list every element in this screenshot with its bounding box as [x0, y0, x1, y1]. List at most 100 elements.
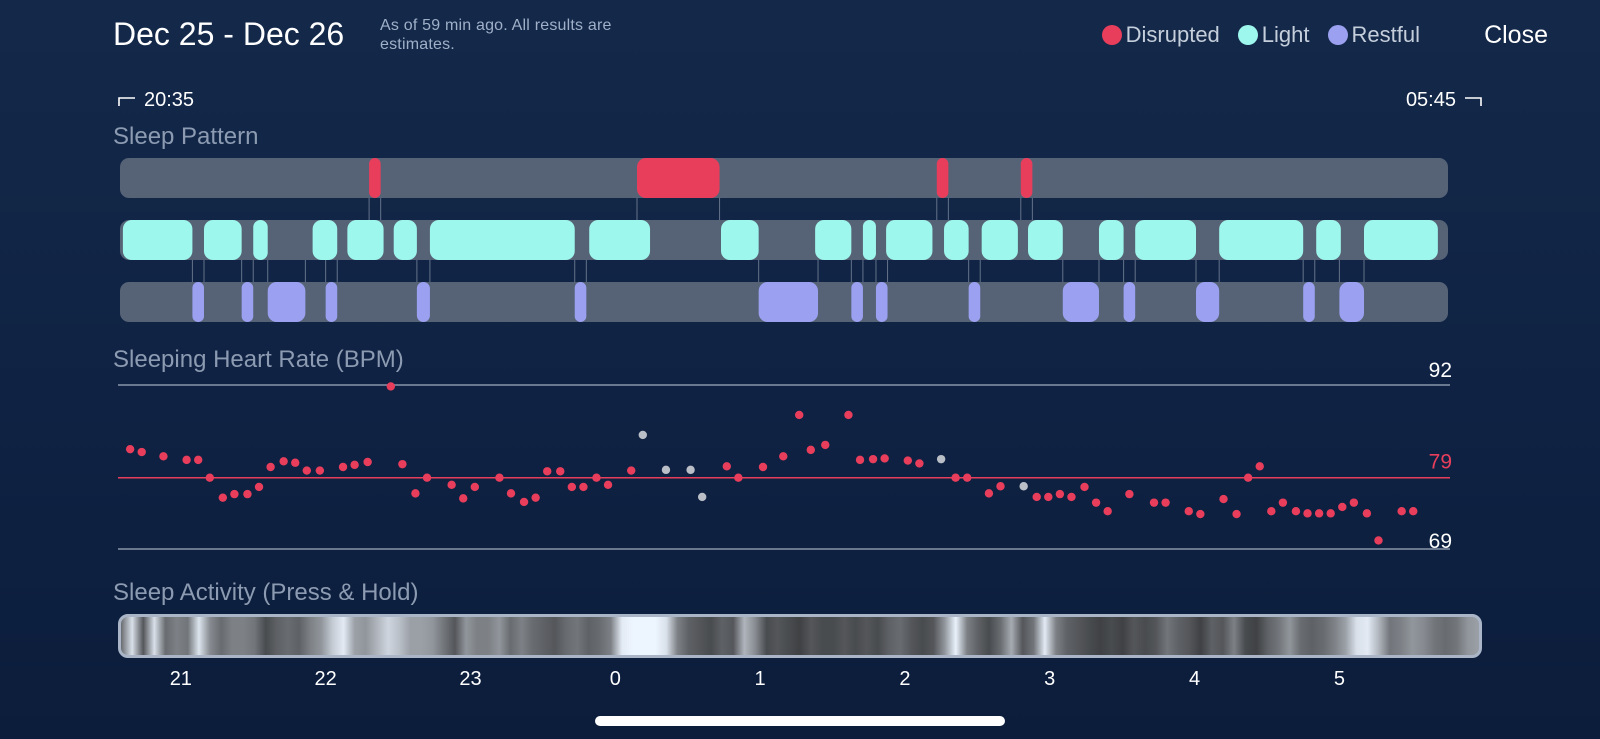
hr-point [1032, 492, 1041, 502]
x-tick-label: 5 [1333, 668, 1345, 690]
hr-point [543, 467, 552, 476]
hr-point [1055, 489, 1065, 499]
hr-point [1091, 498, 1101, 507]
hr-point [459, 494, 468, 503]
hr-point [398, 459, 407, 469]
sleep-activity-bar[interactable] [118, 614, 1482, 658]
restful-segment [1339, 282, 1365, 322]
avg-value-label: 79 [1429, 451, 1452, 474]
hr-point [734, 473, 743, 482]
legend-disrupted-label: Disrupted [1125, 22, 1220, 47]
hr-point [315, 466, 325, 475]
light-segment [429, 220, 575, 260]
restful-segment [574, 282, 587, 322]
hr-point [302, 466, 312, 475]
light-segment [721, 220, 759, 260]
hr-point [556, 467, 565, 476]
hr-point [266, 462, 275, 472]
hr-point [1196, 509, 1205, 519]
hr-point [243, 489, 252, 499]
restful-segment [325, 282, 338, 322]
end-time-label: 05:45 [1405, 89, 1456, 111]
x-tick-label: 1 [754, 668, 766, 690]
disrupted-track [120, 158, 1448, 198]
light-segment [1364, 220, 1438, 260]
hr-point [350, 460, 359, 470]
light-segment [393, 220, 417, 260]
max-value-label: 92 [1429, 360, 1452, 382]
hr-point [531, 493, 540, 502]
hr-point [567, 482, 577, 492]
hr-point [470, 482, 480, 492]
hr-point [1267, 507, 1276, 516]
light-segment [886, 220, 933, 260]
light-segment [981, 220, 1018, 260]
hr-point [844, 410, 853, 420]
restful-segment [1303, 282, 1315, 322]
x-tick-label: 0 [609, 668, 621, 690]
hr-point [1409, 507, 1418, 516]
hr-outlier-point [1019, 482, 1028, 491]
disrupted-segment [369, 158, 381, 198]
end-bracket-icon [1465, 96, 1482, 106]
hr-point [627, 466, 636, 475]
restful-segment [758, 282, 819, 322]
hr-outlier-point [638, 430, 648, 440]
hr-point [254, 482, 264, 492]
hr-point [1125, 489, 1134, 499]
hr-point [1219, 494, 1228, 504]
hr-point [821, 440, 830, 450]
hr-point [1362, 509, 1372, 518]
sleep-pattern-heading: Sleep Pattern [113, 123, 259, 150]
time-axis: 21 22 23 0 1 2 3 4 5 [0, 668, 1600, 694]
disrupted-dot-icon [1101, 25, 1122, 45]
restful-segment [968, 282, 981, 322]
hr-point [338, 462, 348, 472]
hr-point [1374, 536, 1383, 545]
hr-point [996, 482, 1005, 491]
restful-segment [1062, 282, 1099, 322]
hr-point [230, 489, 239, 499]
hr-point [363, 457, 372, 467]
hr-point [951, 473, 960, 482]
hr-point [1326, 509, 1335, 518]
hr-point [1184, 507, 1193, 516]
restful-dot-icon [1327, 25, 1348, 45]
sleep-activity-heading: Sleep Activity (Press & Hold) [113, 579, 419, 606]
hr-point [182, 455, 191, 465]
hr-point [1349, 498, 1359, 507]
legend-restful: Restful [1327, 22, 1420, 48]
legend-light-label: Light [1261, 22, 1310, 47]
min-value-label: 69 [1429, 530, 1452, 553]
hr-point [218, 493, 228, 502]
hr-point [795, 410, 804, 420]
light-segment [1219, 220, 1304, 260]
hr-point [855, 455, 865, 465]
hr-point [279, 457, 288, 466]
hr-point [194, 455, 203, 465]
hr-point [592, 473, 601, 482]
hr-outlier-point [661, 465, 671, 475]
home-indicator[interactable] [595, 716, 1005, 726]
hr-point [1338, 502, 1347, 512]
hr-point [962, 473, 972, 482]
hr-point [1067, 492, 1076, 502]
x-tick-label: 21 [169, 668, 192, 690]
light-segment [1316, 220, 1341, 260]
hr-point [386, 382, 396, 391]
light-segment [815, 220, 852, 260]
disrupted-segment [1020, 158, 1033, 198]
legend: Disrupted Light Restful [1101, 22, 1420, 48]
hr-point [1161, 498, 1170, 507]
hr-point [1243, 473, 1253, 482]
close-button[interactable]: Close [1484, 21, 1548, 49]
hr-point [1397, 507, 1406, 516]
hr-point [806, 445, 815, 455]
start-time: 20:35 [118, 89, 194, 112]
hr-point [411, 489, 420, 498]
hr-point [1314, 509, 1324, 518]
heart-rate-heading: Sleeping Heart Rate (BPM) [113, 346, 404, 373]
hr-point [984, 489, 994, 498]
hr-point [1232, 509, 1241, 519]
restful-segment [267, 282, 306, 322]
